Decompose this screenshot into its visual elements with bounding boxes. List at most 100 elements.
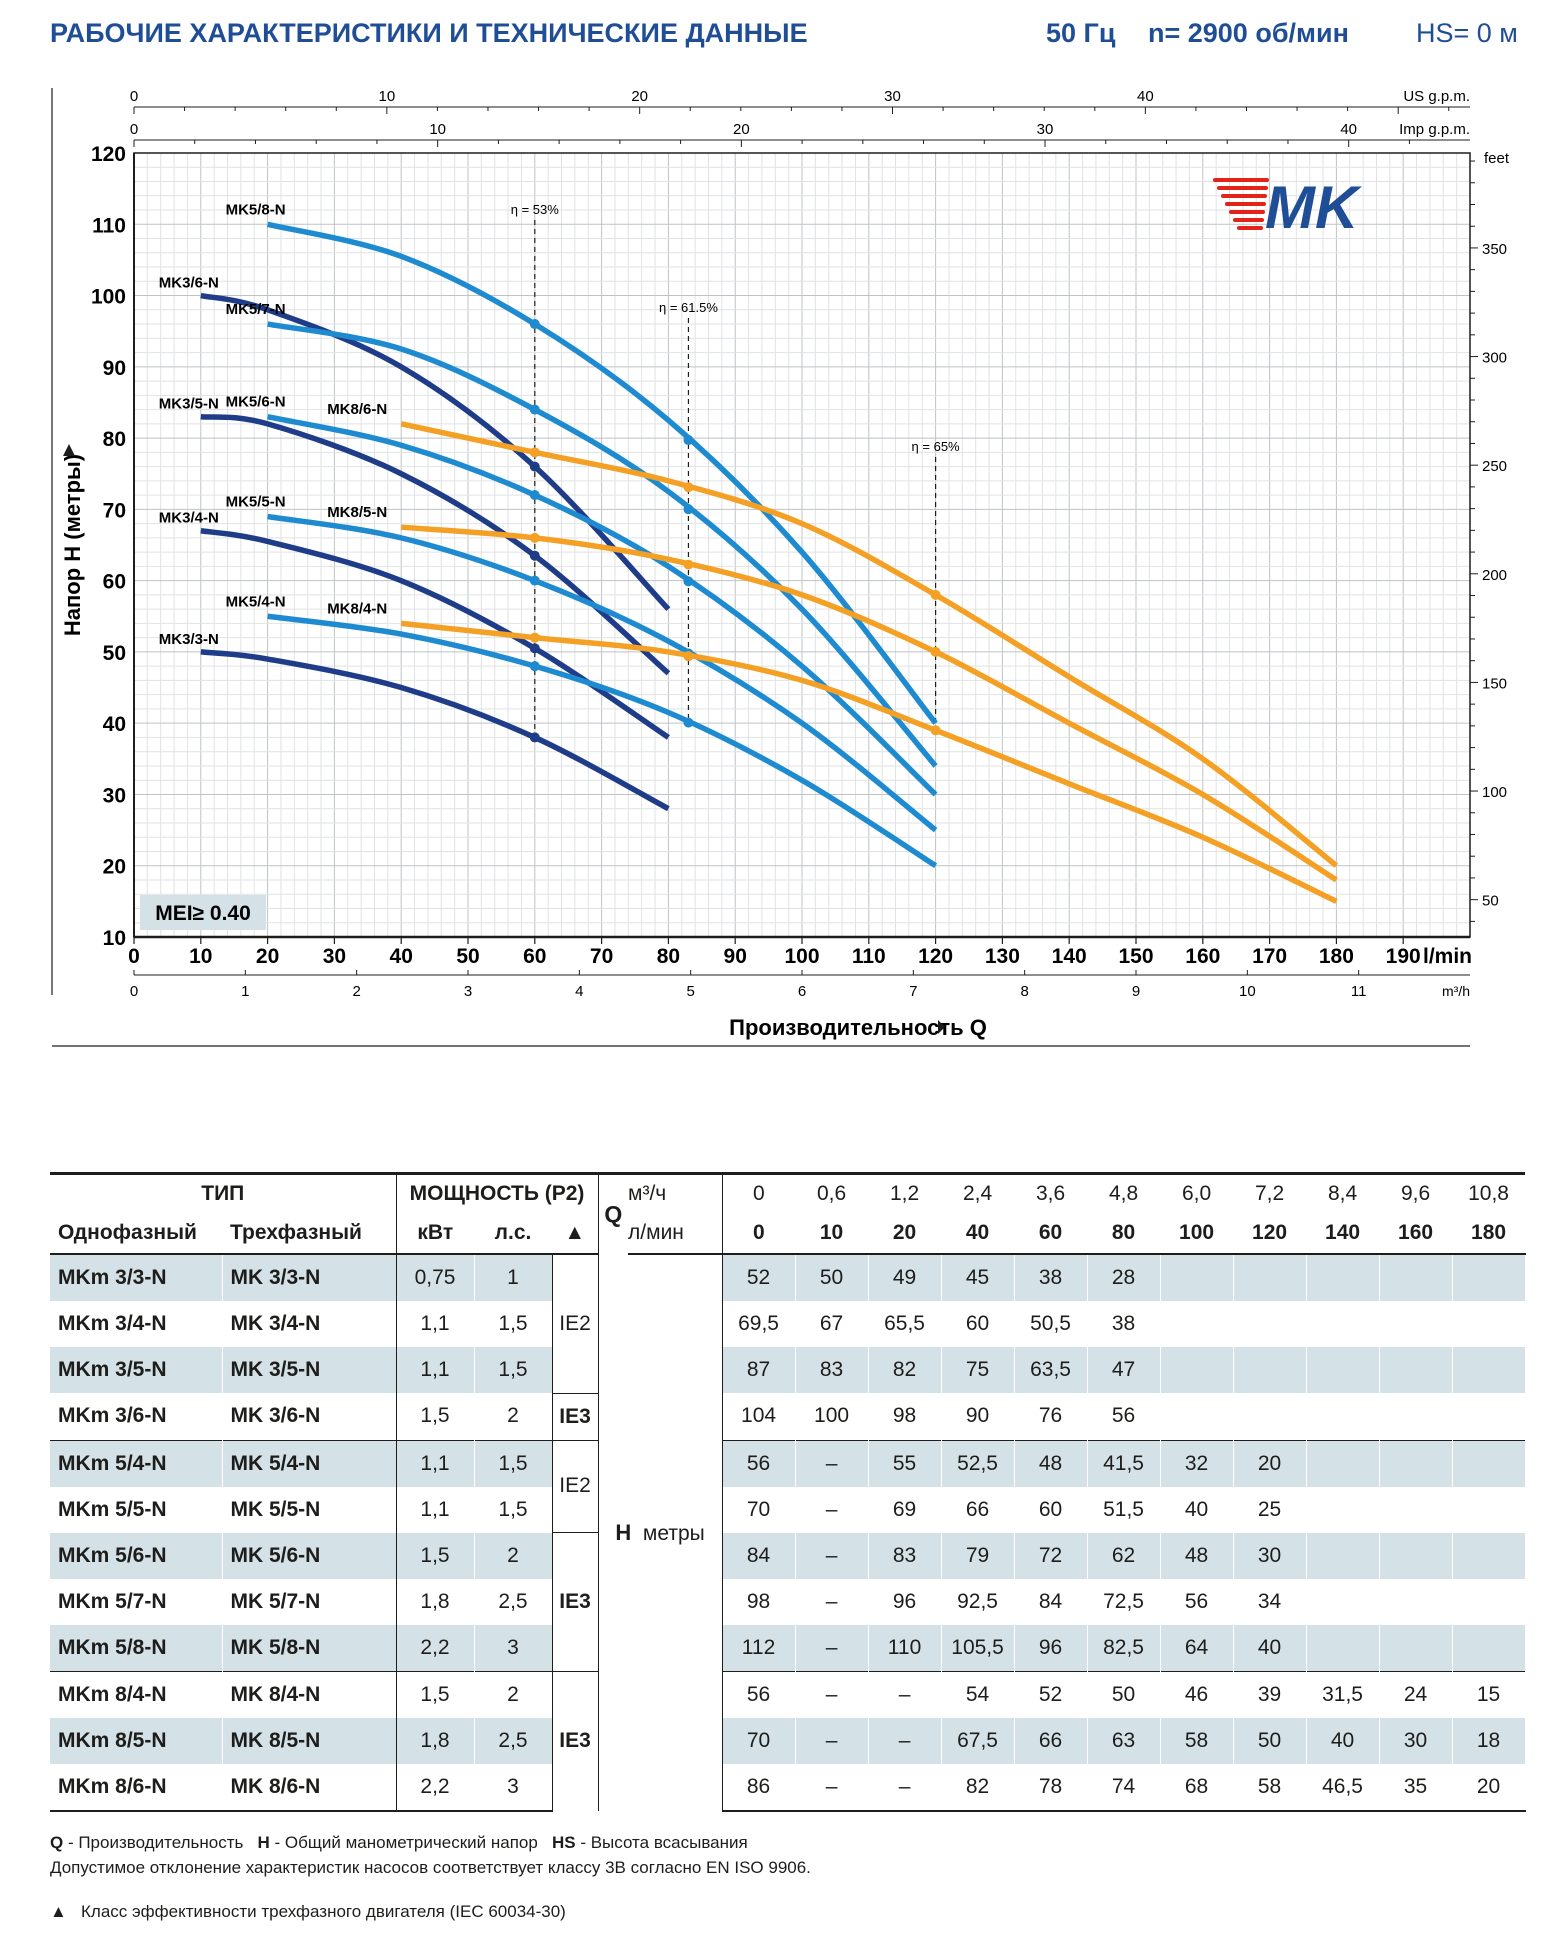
efficiency-point bbox=[683, 717, 694, 728]
x-tick-label: 10 bbox=[189, 945, 212, 968]
tolerance-note: Допустимое отклонение характеристик насо… bbox=[50, 1858, 811, 1877]
three-phase-model: MK 3/4-N bbox=[222, 1301, 397, 1347]
q-m3h-cell: 0 bbox=[722, 1172, 796, 1213]
efficiency-point bbox=[529, 732, 540, 743]
head-value bbox=[1452, 1439, 1526, 1487]
spec-table: ТИП МОЩНОСТЬ (P2) Q м³/ч 0 0,6 1,2 2,4 3… bbox=[50, 1172, 1526, 1812]
logo-stripe bbox=[1233, 218, 1264, 222]
brand-logo bbox=[1213, 178, 1269, 230]
head-value: 64 bbox=[1160, 1624, 1234, 1671]
head-value: 105,5 bbox=[941, 1624, 1015, 1671]
x-tick-label: 20 bbox=[256, 945, 279, 968]
x-tick-label: 30 bbox=[323, 945, 346, 968]
head-value bbox=[1306, 1532, 1380, 1579]
x-tick-label: 160 bbox=[1185, 945, 1220, 968]
power-kw: 1,1 bbox=[396, 1301, 475, 1347]
efficiency-point bbox=[529, 550, 540, 561]
motor-class: IE3 bbox=[551, 1670, 599, 1811]
power-hp: 1 bbox=[474, 1254, 553, 1301]
table-row: MKm 8/4-N MK 8/4-N 1,5 2 IE3 56– –54 52 50 46 39 31… bbox=[50, 1670, 1526, 1811]
table-row: MKm 5/5-N MK 5/5-N 1,1 1,5 70–69 66 60 51,5 40 25 bbox=[50, 1486, 1526, 1533]
power-kw: 0,75 bbox=[396, 1254, 475, 1301]
usgpm-tick-label: 40 bbox=[1137, 88, 1154, 105]
x-tick-label: 150 bbox=[1118, 945, 1153, 968]
power-hp: 3 bbox=[474, 1624, 553, 1671]
m3h-tick-label: 11 bbox=[1351, 983, 1367, 1000]
head-value bbox=[1452, 1624, 1526, 1671]
motor-class: IE3 bbox=[551, 1392, 599, 1440]
impgpm-tick-label: 20 bbox=[733, 121, 750, 138]
single-phase-model: MKm 3/6-N bbox=[50, 1393, 223, 1440]
three-phase-model: MK 5/8-N bbox=[222, 1624, 397, 1671]
x-tick-label: 0 bbox=[128, 945, 140, 968]
usgpm-tick-label: 20 bbox=[631, 88, 648, 105]
q-m3h-cell: 10,8 bbox=[1452, 1172, 1526, 1213]
q-key: Q bbox=[50, 1833, 64, 1852]
curve-label: MK8/6-N bbox=[327, 401, 387, 418]
efficiency-label: η = 53% bbox=[511, 202, 560, 217]
table-row: MKm 3/3-N MK 3/3-N 0,75 1 IE2 H метры 52 50 49 45… bbox=[50, 1254, 1526, 1811]
head-value bbox=[1160, 1347, 1234, 1393]
efficiency-label: η = 61.5% bbox=[659, 300, 718, 315]
feet-tick-label: 200 bbox=[1482, 567, 1507, 584]
curve-label: MK3/3-N bbox=[159, 631, 219, 648]
y-axis-arrow-icon bbox=[63, 444, 75, 456]
x-tick-label: 70 bbox=[590, 945, 613, 968]
head-value: 40 bbox=[1233, 1624, 1307, 1671]
suction-label: HS= 0 м bbox=[1416, 18, 1518, 48]
q-m3h-cell: 8,4 bbox=[1306, 1172, 1380, 1213]
m3h-unit: м³/ч bbox=[628, 1182, 667, 1205]
head-value: 38 bbox=[1014, 1254, 1088, 1301]
x-tick-label: 60 bbox=[523, 945, 546, 968]
power-kw: 1,5 bbox=[396, 1670, 475, 1718]
head-value: 66 bbox=[1014, 1717, 1088, 1764]
head-value: 69,5 bbox=[722, 1301, 796, 1347]
head-value bbox=[1160, 1301, 1234, 1347]
y-tick-label: 10 bbox=[103, 927, 126, 950]
single-phase-model: MKm 8/4-N bbox=[50, 1670, 223, 1718]
x-axis-title: Производительность Q bbox=[729, 1015, 987, 1040]
impgpm-tick-label: 0 bbox=[130, 121, 138, 138]
single-phase-model: MKm 5/7-N bbox=[50, 1578, 223, 1625]
usgpm-unit-label: US g.p.m. bbox=[1403, 88, 1470, 105]
head-value: 63,5 bbox=[1014, 1347, 1088, 1393]
head-value: 54 bbox=[941, 1670, 1015, 1718]
efficiency-point bbox=[529, 461, 540, 472]
head-value: 18 bbox=[1452, 1717, 1526, 1764]
m3h-tick-label: 3 bbox=[464, 983, 472, 1000]
three-phase-model: MK 8/4-N bbox=[222, 1670, 397, 1718]
q-lmin-cell: 80 bbox=[1087, 1213, 1161, 1255]
m3h-tick-label: 2 bbox=[352, 983, 360, 1000]
curve-mk8-6-n bbox=[400, 421, 1339, 868]
table-row: MKm 5/6-N MK 5/6-N 1,5 2 IE3 84–83 79 72 62 48 30 bbox=[50, 1532, 1526, 1671]
head-value: 87 bbox=[722, 1347, 796, 1393]
three-phase-model: MK 5/4-N bbox=[222, 1439, 397, 1487]
speed-label: n= 2900 об/мин bbox=[1148, 18, 1349, 48]
head-value: 48 bbox=[1014, 1439, 1088, 1487]
curve-mk5-7-n bbox=[267, 321, 938, 768]
power-hp: 2 bbox=[474, 1532, 553, 1579]
motor-class: IE2 bbox=[551, 1439, 599, 1533]
curve-label: MK3/4-N bbox=[159, 510, 219, 527]
y-tick-label: 50 bbox=[103, 642, 126, 665]
page-title: РАБОЧИЕ ХАРАКТЕРИСТИКИ И ТЕХНИЧЕСКИЕ ДАН… bbox=[50, 18, 808, 48]
head-value bbox=[1452, 1532, 1526, 1579]
head-value bbox=[1379, 1532, 1453, 1579]
logo-stripe bbox=[1237, 226, 1263, 230]
power-hp: 1,5 bbox=[498, 1312, 528, 1335]
head-value: 58 bbox=[1160, 1717, 1234, 1764]
three-phase-model: MK 5/5-N bbox=[222, 1486, 397, 1533]
q-m3h-cell: 3,6 bbox=[1014, 1172, 1088, 1213]
head-value: 92,5 bbox=[941, 1578, 1015, 1625]
head-value: 60 bbox=[1014, 1486, 1088, 1533]
three-phase-model: MK 8/6-N bbox=[222, 1763, 397, 1812]
legend-keys: Q - Производительность H - Общий маномет… bbox=[50, 1833, 748, 1853]
feet-unit-label: feet bbox=[1484, 150, 1510, 167]
three-phase-model: MK 3/6-N bbox=[222, 1393, 397, 1440]
head-value: 47 bbox=[1087, 1347, 1161, 1393]
table-row: MKm 8/5-N MK 8/5-N 1,8 2,5 70– –67,5 66 63 58 50 4… bbox=[50, 1717, 1526, 1764]
head-value: 79 bbox=[941, 1532, 1015, 1579]
single-phase-model: MKm 5/5-N bbox=[50, 1486, 223, 1533]
usgpm-tick-label: 0 bbox=[130, 88, 138, 105]
x-tick-label: 90 bbox=[724, 945, 747, 968]
